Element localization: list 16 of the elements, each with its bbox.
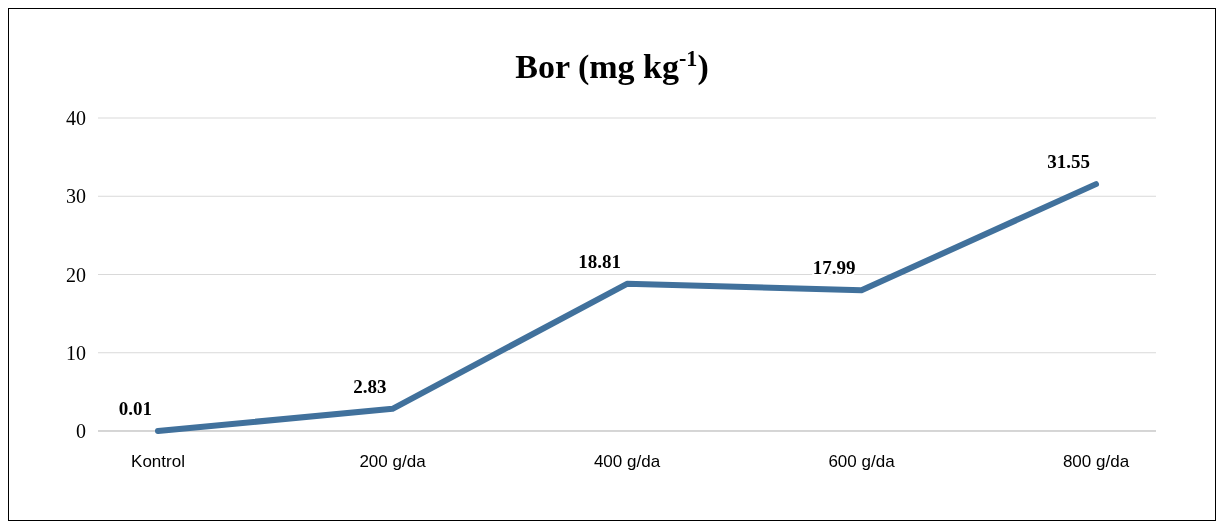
data-label: 2.83 (353, 375, 387, 397)
x-tick-label: 800 g/da (1062, 452, 1130, 471)
x-tick-label: 600 g/da (828, 452, 896, 471)
data-label: 0.01 (118, 397, 152, 419)
data-label: 31.55 (1047, 151, 1090, 173)
chart-title: Bor (mg kg$^{-1}$) (515, 45, 709, 86)
y-tick-label: 30 (66, 185, 86, 208)
data-label: 18.81 (578, 250, 621, 272)
y-tick-label: 20 (66, 263, 86, 286)
x-tick-label: 200 g/da (359, 452, 427, 471)
x-tick-label: Kontrol (131, 452, 185, 471)
x-tick-label: 400 g/da (593, 452, 661, 471)
y-tick-label: 0 (76, 420, 86, 442)
data-label: 17.99 (812, 257, 856, 279)
y-tick-label: 40 (66, 107, 86, 129)
y-tick-label: 10 (66, 341, 86, 364)
